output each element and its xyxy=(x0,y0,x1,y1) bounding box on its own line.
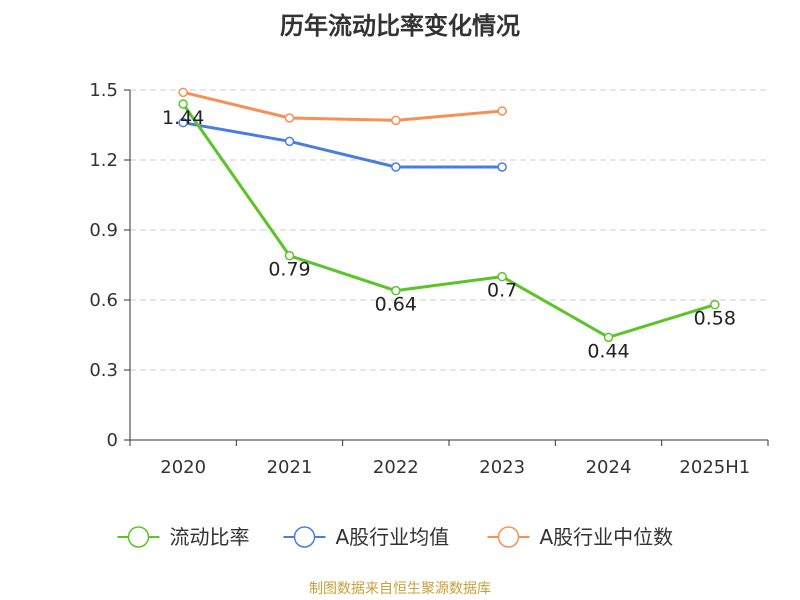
series-line xyxy=(181,103,716,339)
legend-marker xyxy=(497,526,520,548)
x-tick-label: 2020 xyxy=(160,457,206,478)
legend-label: A股行业中位数 xyxy=(540,525,674,549)
data-label: 0.7 xyxy=(487,280,517,302)
y-tick-label: 0.9 xyxy=(89,220,118,241)
data-label: 1.44 xyxy=(162,107,204,129)
x-tick-label: 2021 xyxy=(267,457,313,478)
data-label: 0.79 xyxy=(268,259,310,281)
source-note: 制图数据来自恒生聚源数据库 xyxy=(309,581,491,597)
data-point xyxy=(391,285,401,296)
data-point xyxy=(603,332,614,343)
legend-marker xyxy=(293,526,316,548)
data-label: 0.64 xyxy=(375,294,417,316)
data-point xyxy=(178,87,188,98)
data-point xyxy=(710,299,720,310)
data-point xyxy=(284,113,295,123)
data-point xyxy=(178,99,188,109)
series-line xyxy=(182,90,503,122)
data-point xyxy=(391,115,401,126)
data-point xyxy=(497,162,507,172)
legend-label: A股行业均值 xyxy=(336,525,450,549)
y-tick-label: 0 xyxy=(107,430,118,451)
x-tick-label: 2025H1 xyxy=(679,457,750,478)
legend-marker xyxy=(127,526,150,548)
data-point xyxy=(284,136,295,147)
data-point xyxy=(284,250,295,261)
data-point xyxy=(391,162,401,172)
x-tick-label: 2023 xyxy=(479,457,525,478)
data-point xyxy=(178,117,188,128)
series-line xyxy=(182,121,503,169)
y-tick-label: 0.6 xyxy=(89,290,118,311)
y-tick-label: 1.2 xyxy=(89,150,118,171)
y-tick-label: 0.3 xyxy=(89,360,118,381)
x-tick-label: 2022 xyxy=(373,457,419,478)
data-label: 0.58 xyxy=(694,308,736,330)
chart-title: 历年流动比率变化情况 xyxy=(280,12,520,40)
data-label: 0.44 xyxy=(587,340,629,362)
legend-label: 流动比率 xyxy=(170,525,250,549)
y-tick-label: 1.5 xyxy=(89,80,118,101)
x-tick-label: 2024 xyxy=(586,457,632,478)
data-point xyxy=(497,271,507,282)
data-point xyxy=(497,106,507,116)
